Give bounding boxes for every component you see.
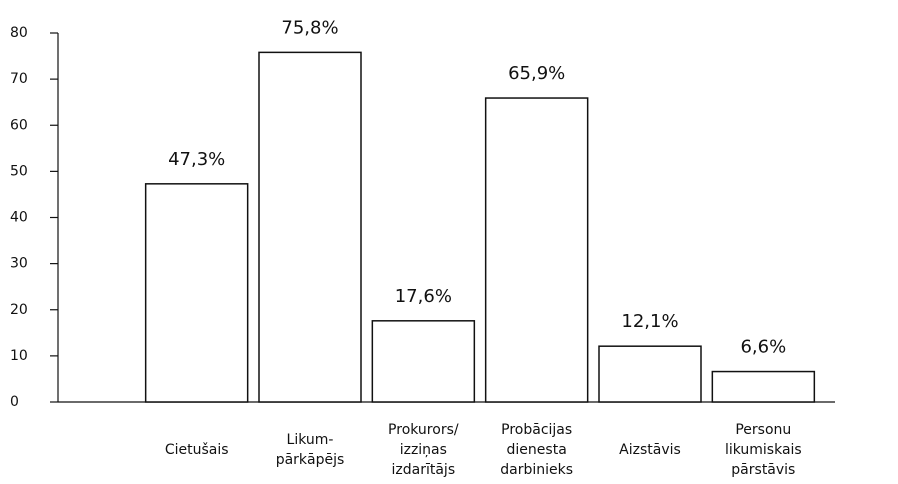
x-tick-label: Personu likumiskais pārstāvis [725,422,802,478]
y-tick-label: 30 [10,256,28,272]
value-label: 6,6% [740,337,786,358]
y-tick-label: 80 [10,25,28,41]
value-label: 17,6% [395,286,452,307]
bar [711,370,816,403]
y-tick-label: 60 [10,117,28,133]
bar [484,97,589,403]
y-tick-label: 10 [10,348,28,364]
x-tick-label: Probācijas dienesta darbinieks [500,422,573,478]
value-label: 75,8% [281,17,338,38]
x-tick-label: Aizstāvis [619,442,681,458]
y-tick-label: 40 [10,210,28,226]
bar [371,320,476,403]
y-tick-label: 20 [10,302,28,318]
value-label: 47,3% [168,149,225,170]
value-label: 65,9% [508,63,565,84]
y-tick-label: 50 [10,163,28,179]
value-label: 12,1% [621,311,678,332]
x-tick-label: Prokurors/izziņas izdarītājs [388,422,459,478]
y-tick-label: 70 [10,71,28,87]
bar [598,345,702,403]
bar [258,51,362,403]
y-tick-label: 0 [10,394,19,410]
x-tick-label: Cietušais [165,442,229,458]
x-tick-label: Likum-pārkāpējs [276,432,345,468]
bar [144,183,249,403]
